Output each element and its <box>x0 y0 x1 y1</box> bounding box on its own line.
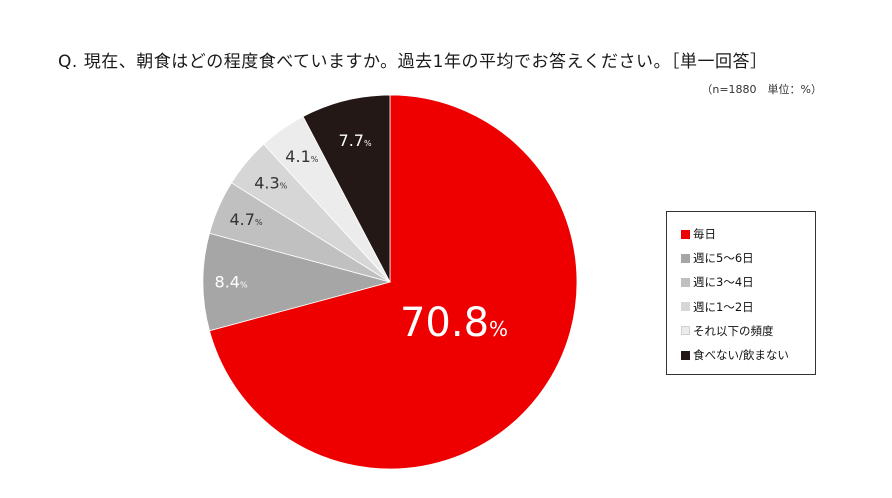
sample-size-note: （n=1880 単位：%） <box>701 83 822 96</box>
legend-swatch <box>681 326 690 336</box>
legend-label: 食べない/飲まない <box>693 348 789 363</box>
legend-item-never: 食べない/飲まない <box>681 343 815 367</box>
legend-swatch <box>681 229 690 239</box>
pie-slice-5-6-days <box>202 232 392 332</box>
slice-value-label-daily: 70.8% <box>400 300 508 346</box>
pie-slice-never <box>302 94 391 283</box>
legend-item-1-2-days: 週に1～2日 <box>681 295 815 319</box>
pie-slice-daily <box>208 94 578 470</box>
legend-swatch <box>681 277 690 287</box>
chart-title: Q. 現在、朝食はどの程度食べていますか。過去1年の平均でお答えください。［単一… <box>58 52 768 72</box>
legend-item-daily: 毎日 <box>681 222 815 246</box>
slice-value-label-less-often: 4.1% <box>285 147 318 166</box>
legend-label: 週に5～6日 <box>693 251 754 266</box>
legend-label: 週に1～2日 <box>693 299 754 314</box>
slice-value-label-1-2-days: 4.3% <box>254 173 287 192</box>
legend-swatch <box>681 350 690 360</box>
legend-label: それ以下の頻度 <box>693 323 774 338</box>
legend-item-5-6-days: 週に5～6日 <box>681 246 815 270</box>
legend-label: 毎日 <box>693 227 716 242</box>
legend-item-3-4-days: 週に3～4日 <box>681 270 815 294</box>
slice-value-label-3-4-days: 4.7% <box>230 210 263 229</box>
slice-value-label-never: 7.7% <box>339 131 372 150</box>
legend-item-less-often: それ以下の頻度 <box>681 319 815 343</box>
chart-legend: 毎日 週に5～6日 週に3～4日 週に1～2日 それ以下の頻度 食べない/飲まな… <box>666 211 816 375</box>
legend-label: 週に3～4日 <box>693 275 754 290</box>
legend-swatch <box>681 253 690 263</box>
slice-value-label-5-6-days: 8.4% <box>215 273 248 292</box>
legend-swatch <box>681 302 690 312</box>
